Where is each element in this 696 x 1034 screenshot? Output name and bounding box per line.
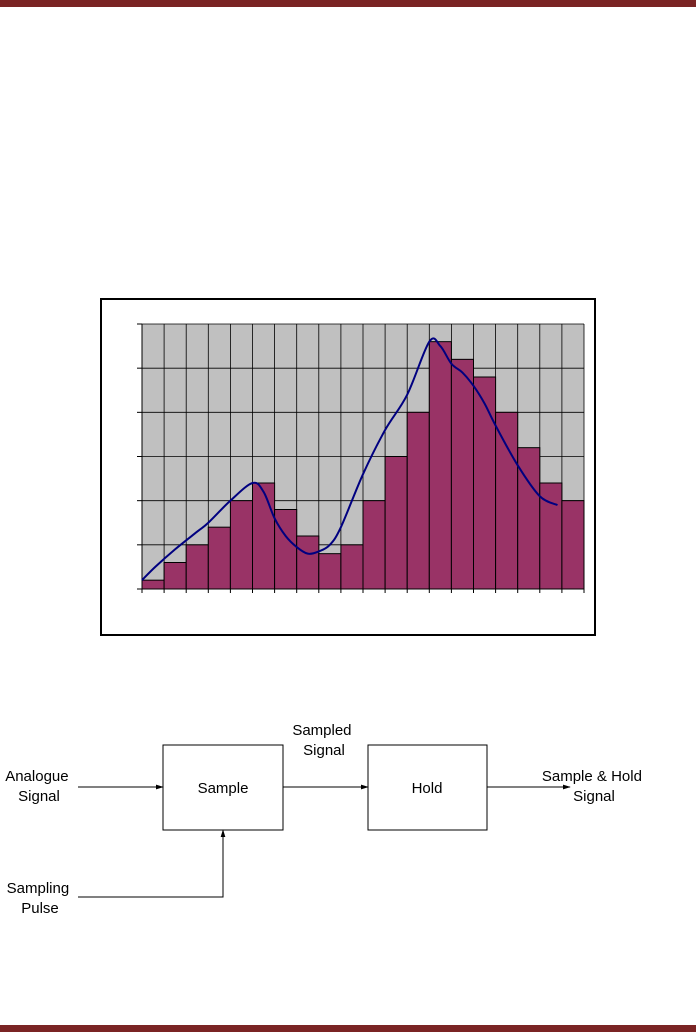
sample-bar bbox=[473, 376, 497, 590]
analogue-signal-label: Analogue Signal bbox=[5, 768, 73, 805]
sample-bar bbox=[450, 358, 474, 590]
chart-frame bbox=[100, 298, 596, 636]
sampled-signal-chart bbox=[137, 323, 585, 593]
sample-bar bbox=[296, 535, 320, 590]
sampling-pulse-label: Sampling Pulse bbox=[7, 880, 74, 917]
hold-block bbox=[367, 744, 488, 831]
bottom-rule bbox=[0, 1025, 696, 1032]
sample-bar bbox=[252, 482, 276, 590]
sample-bar bbox=[495, 411, 519, 590]
sample-bar bbox=[274, 509, 298, 590]
sample-block-label: Sample bbox=[198, 780, 249, 797]
sample-bar bbox=[340, 544, 364, 590]
sample-hold-diagram: Sample Hold Analogue Signal Sampled Sign… bbox=[5, 722, 646, 917]
sample-bar bbox=[362, 500, 386, 590]
sample-bar bbox=[229, 500, 253, 590]
sample-bar bbox=[163, 562, 187, 590]
analogue-signal-line bbox=[141, 337, 558, 581]
sampled-signal-label: Sampled Signal bbox=[292, 722, 355, 759]
sample-bar bbox=[141, 579, 165, 590]
sample-bar bbox=[428, 341, 452, 590]
sample-bar bbox=[384, 456, 408, 590]
sample-bar bbox=[185, 544, 209, 590]
sample-bar bbox=[318, 553, 342, 590]
output-signal-label: Sample & Hold Signal bbox=[542, 768, 646, 805]
sample-bar bbox=[207, 526, 231, 590]
sample-bar bbox=[406, 411, 430, 590]
top-rule bbox=[0, 0, 696, 7]
sample-bar bbox=[561, 500, 585, 590]
hold-block-label: Hold bbox=[412, 780, 443, 797]
pulse-line bbox=[78, 829, 226, 898]
